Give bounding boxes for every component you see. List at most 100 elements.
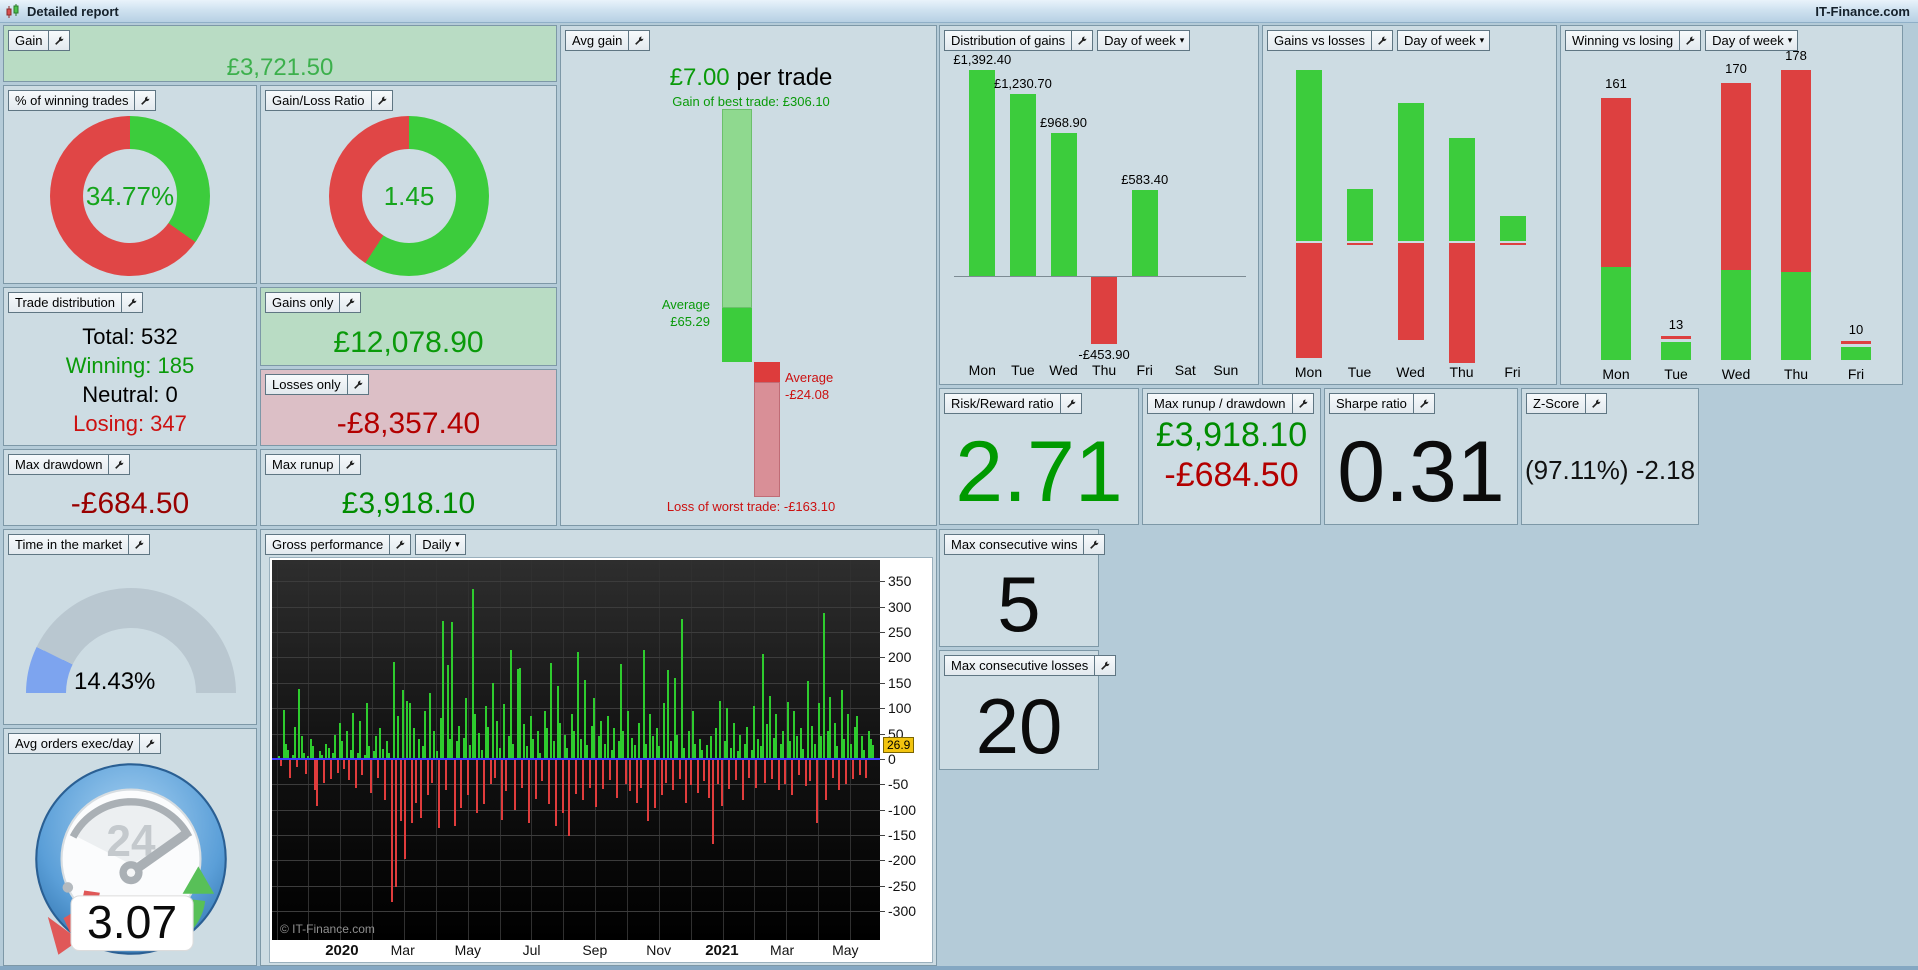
wrench-icon[interactable] [108, 455, 129, 474]
daily-loss-bar [494, 759, 496, 778]
daily-loss-bar [467, 759, 469, 796]
daily-gain-bar [687, 731, 690, 759]
panel-losses-only: Losses only -£8,357.40 [260, 369, 557, 446]
daily-loss-bar [426, 759, 429, 796]
y-tick [880, 733, 885, 735]
wrench-icon[interactable] [1679, 31, 1700, 50]
avg-gain-suffix: per trade [729, 64, 833, 91]
wrench-icon[interactable] [134, 91, 155, 110]
daily-loss-bar [809, 759, 811, 782]
daily-loss-bar [696, 759, 699, 793]
daily-gain-bar [320, 754, 323, 759]
daily-gain-bar [611, 749, 613, 759]
y-tick-label: -250 [888, 877, 917, 894]
daily-loss-bar [635, 759, 638, 803]
day-of-week-dropdown[interactable]: Day of week ▾ [1397, 30, 1491, 51]
gridline [272, 809, 880, 811]
panel-gain: Gain £3,721.50 [3, 25, 557, 82]
daily-gain-bar [545, 728, 548, 759]
daily-gain-bar [302, 752, 305, 759]
daily-gain-bar [327, 747, 330, 759]
daily-loss-bar [410, 759, 413, 824]
wrench-icon[interactable] [370, 91, 392, 110]
panel-distribution-of-gains-label: Distribution of gains [951, 33, 1066, 48]
wrench-icon[interactable] [1059, 394, 1081, 413]
daily-gain-bar [516, 668, 519, 759]
daily-loss-bar [653, 759, 656, 809]
daily-gain-bar [359, 720, 361, 759]
daily-loss-bar [647, 759, 649, 821]
daily-gain-bar [287, 749, 289, 759]
wrench-icon[interactable] [346, 375, 368, 394]
wrench-icon[interactable] [1071, 31, 1092, 50]
average-loss-label-line2: -£24.08 [785, 387, 830, 402]
interval-dropdown[interactable]: Daily ▾ [415, 534, 466, 555]
average-gain-label-line1: Average [661, 297, 710, 312]
daily-gain-bar [523, 724, 526, 759]
max-consec-wins-value: 5 [997, 559, 1041, 648]
day-label: Fri [1504, 364, 1521, 380]
daily-gain-bar [332, 752, 334, 759]
daily-loss-bar [602, 759, 604, 790]
wrench-icon[interactable] [1371, 31, 1392, 50]
losses-bar [1346, 243, 1373, 245]
daily-gain-bar [802, 748, 805, 759]
wrench-icon[interactable] [339, 455, 360, 474]
day-label: Tue [1011, 362, 1035, 378]
avg-orders-value: 3.07 [87, 896, 177, 948]
daily-gain-bar [584, 679, 586, 759]
daily-gain-bar [694, 743, 697, 759]
y-tick-label: 350 [888, 573, 912, 590]
panel-max-drawdown: Max drawdown -£684.50 [3, 449, 257, 526]
daily-gain-bar [869, 738, 872, 759]
wrench-icon[interactable] [1585, 394, 1606, 413]
daily-gain-bar [386, 741, 388, 759]
day-label: Thu [1092, 362, 1117, 378]
day-label: Tue [1347, 364, 1372, 380]
waterfall-average-gain-bar [722, 308, 752, 362]
wrench-icon[interactable] [139, 734, 160, 753]
daily-gain-bar [298, 689, 301, 759]
wrench-icon[interactable] [48, 31, 69, 50]
y-tick [880, 632, 885, 633]
wrench-icon[interactable] [1083, 535, 1104, 554]
daily-gain-bar [424, 710, 427, 759]
winning-vs-losing-chart: 161 Mon 13 Tue 170 Wed 178 Thu 10 Fri [1561, 26, 1902, 384]
wrench-icon[interactable] [120, 293, 142, 312]
daily-gain-bar [719, 700, 721, 759]
gain-bar [1009, 93, 1036, 276]
wrench-icon[interactable] [1094, 656, 1115, 675]
daily-gain-bar [406, 700, 409, 759]
daily-gain-bar [701, 749, 703, 759]
daily-loss-bar [712, 759, 715, 844]
daily-loss-bar [845, 759, 847, 785]
daily-loss-bar [824, 759, 827, 801]
wrench-icon[interactable] [628, 31, 649, 50]
wrench-icon[interactable] [339, 293, 360, 312]
daily-gain-bar [649, 714, 652, 759]
daily-loss-bar [329, 759, 332, 780]
daily-gain-bar [674, 677, 676, 759]
wrench-icon[interactable] [1412, 394, 1434, 413]
daily-loss-bar [815, 759, 818, 824]
panel-max-consec-wins-label: Max consecutive wins [951, 537, 1078, 552]
daily-gain-bar [820, 736, 823, 759]
daily-loss-bar [548, 759, 550, 805]
daily-loss-bar [629, 759, 631, 792]
waterfall-worst-trade-bar [754, 381, 780, 497]
day-of-week-dropdown[interactable]: Day of week ▾ [1705, 30, 1799, 51]
wrench-icon[interactable] [389, 535, 410, 554]
bar-value-label: £968.90 [1040, 114, 1087, 130]
day-label: Wed [1721, 366, 1751, 382]
panel-gains-only: Gains only £12,078.90 [260, 287, 557, 366]
y-tick-label: -200 [888, 852, 917, 869]
x-axis-label: May [454, 942, 482, 958]
wrench-icon[interactable] [128, 535, 149, 554]
panel-max-consecutive-wins: Max consecutive wins 5 [939, 529, 1106, 648]
daily-loss-bar [624, 759, 627, 785]
day-of-week-dropdown[interactable]: Day of week ▾ [1097, 30, 1191, 51]
daily-loss-bar [323, 759, 325, 783]
wrench-icon[interactable] [1291, 394, 1313, 413]
average-loss-label-line1: Average [785, 370, 834, 385]
max-drawdown-value: -£684.50 [70, 486, 190, 520]
